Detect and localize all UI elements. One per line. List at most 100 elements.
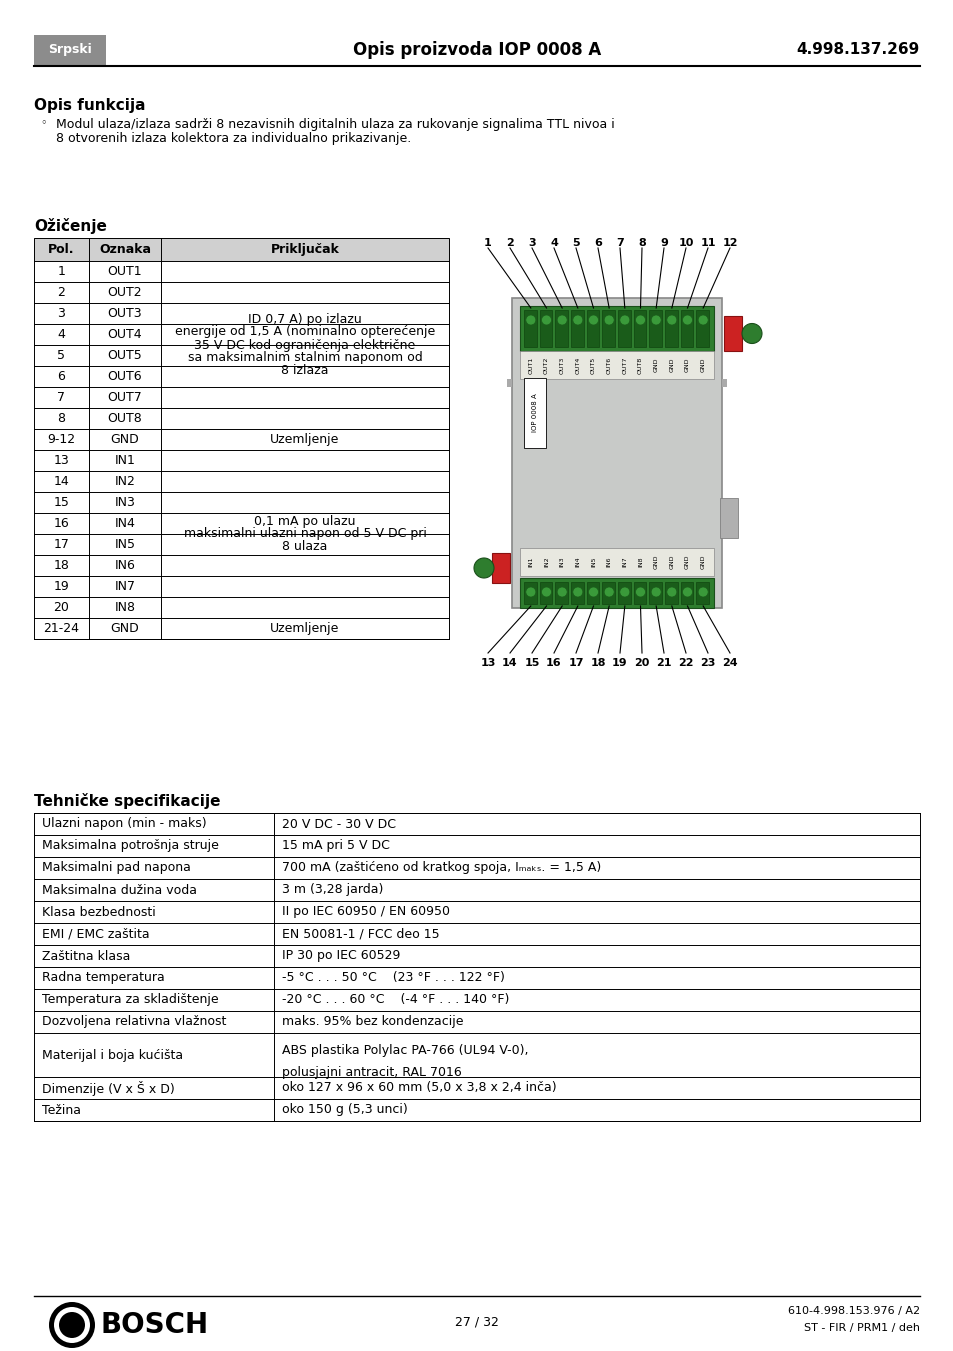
Text: GND: GND: [684, 358, 689, 373]
Text: 1: 1: [57, 265, 66, 278]
Bar: [519, 578, 713, 608]
Circle shape: [651, 315, 660, 326]
Text: 9-12: 9-12: [48, 434, 75, 446]
Text: OUT6: OUT6: [606, 357, 611, 374]
Text: 21: 21: [656, 658, 671, 667]
Bar: [512, 299, 721, 608]
Text: OUT5: OUT5: [590, 357, 596, 374]
Text: 2: 2: [506, 238, 514, 249]
Text: Maksimalna potrošnja struje: Maksimalna potrošnja struje: [42, 839, 218, 852]
Bar: [633, 309, 645, 347]
Text: 17: 17: [568, 658, 583, 667]
Text: Srpski: Srpski: [48, 43, 91, 57]
Text: OUT2: OUT2: [543, 357, 548, 374]
Bar: [618, 582, 630, 604]
Text: 4: 4: [57, 328, 66, 340]
Text: 3 m (3,28 jarda): 3 m (3,28 jarda): [282, 884, 383, 897]
Text: Opis proizvoda IOP 0008 A: Opis proizvoda IOP 0008 A: [353, 41, 600, 59]
Text: 14: 14: [501, 658, 517, 667]
Bar: [34, 238, 449, 261]
Circle shape: [741, 323, 761, 343]
Text: 18: 18: [590, 658, 605, 667]
Text: 15 mA pri 5 V DC: 15 mA pri 5 V DC: [282, 839, 390, 852]
Text: IN1: IN1: [528, 557, 533, 567]
Text: 15: 15: [53, 496, 70, 509]
Circle shape: [666, 315, 676, 326]
Text: OUT3: OUT3: [108, 307, 142, 320]
Text: 18: 18: [53, 559, 70, 571]
Text: Uzemljenje: Uzemljenje: [270, 434, 339, 446]
Text: 7: 7: [616, 238, 623, 249]
Text: IN4: IN4: [114, 517, 135, 530]
Bar: [601, 309, 615, 347]
Circle shape: [603, 315, 614, 326]
Text: EN 50081-1 / FCC deo 15: EN 50081-1 / FCC deo 15: [282, 928, 439, 940]
Text: 4.998.137.269: 4.998.137.269: [796, 42, 919, 58]
Text: 19: 19: [53, 580, 70, 593]
Text: 17: 17: [53, 538, 70, 551]
Circle shape: [666, 586, 676, 597]
Text: Modul ulaza/izlaza sadrži 8 nezavisnih digitalnih ulaza za rukovanje signalima T: Modul ulaza/izlaza sadrži 8 nezavisnih d…: [56, 118, 614, 131]
Text: IN4: IN4: [575, 557, 579, 567]
Text: OUT8: OUT8: [108, 412, 142, 426]
Bar: [555, 309, 567, 347]
Text: Dozvoljena relativna vlažnost: Dozvoljena relativna vlažnost: [42, 1016, 226, 1028]
Text: polusjajni antracit, RAL 7016: polusjajni antracit, RAL 7016: [282, 1066, 461, 1079]
Text: Ožičenje: Ožičenje: [34, 218, 107, 234]
Text: 19: 19: [612, 658, 627, 667]
Text: 23: 23: [700, 658, 715, 667]
Text: 700 mA (zaštićeno od kratkog spoja, Iₘₐₖₛ. = 1,5 A): 700 mA (zaštićeno od kratkog spoja, Iₘₐₖ…: [282, 862, 600, 874]
Text: energije od 1,5 A (nominalno opterećenje: energije od 1,5 A (nominalno opterećenje: [174, 326, 435, 339]
Text: OUT4: OUT4: [108, 328, 142, 340]
Circle shape: [59, 1312, 85, 1337]
Circle shape: [698, 586, 707, 597]
Text: oko 150 g (5,3 unci): oko 150 g (5,3 unci): [282, 1104, 407, 1116]
Text: Pol.: Pol.: [49, 243, 74, 255]
Text: Maksimalna dužina voda: Maksimalna dužina voda: [42, 884, 196, 897]
Bar: [586, 582, 598, 604]
Text: OUT7: OUT7: [108, 390, 142, 404]
Text: Klasa bezbednosti: Klasa bezbednosti: [42, 905, 155, 919]
Bar: [34, 813, 919, 1121]
Text: ST - FIR / PRM1 / deh: ST - FIR / PRM1 / deh: [803, 1323, 919, 1333]
Text: IN5: IN5: [590, 557, 596, 567]
Text: OUT2: OUT2: [108, 286, 142, 299]
Text: IP 30 po IEC 60529: IP 30 po IEC 60529: [282, 950, 400, 962]
Text: 610-4.998.153.976 / A2: 610-4.998.153.976 / A2: [787, 1306, 919, 1316]
Text: 8 ulaza: 8 ulaza: [282, 540, 327, 554]
Bar: [720, 499, 738, 538]
Circle shape: [681, 315, 692, 326]
Text: 8: 8: [638, 238, 645, 249]
Text: OUT6: OUT6: [108, 370, 142, 382]
Text: ABS plastika Polylac PA-766 (UL94 V-0),: ABS plastika Polylac PA-766 (UL94 V-0),: [282, 1044, 528, 1056]
Bar: [586, 309, 598, 347]
Text: 15: 15: [524, 658, 539, 667]
Circle shape: [588, 586, 598, 597]
Text: GND: GND: [669, 358, 674, 373]
Bar: [649, 582, 661, 604]
Text: Težina: Težina: [42, 1104, 81, 1116]
Text: 21-24: 21-24: [44, 621, 79, 635]
Text: 11: 11: [700, 238, 715, 249]
Text: IN5: IN5: [114, 538, 135, 551]
Text: -5 °C . . . 50 °C    (23 °F . . . 122 °F): -5 °C . . . 50 °C (23 °F . . . 122 °F): [282, 971, 504, 985]
Circle shape: [635, 315, 645, 326]
Bar: [723, 316, 741, 351]
Text: IN6: IN6: [114, 559, 135, 571]
Text: 24: 24: [721, 658, 737, 667]
Text: OUT3: OUT3: [559, 357, 564, 374]
Text: IOP 0008 A: IOP 0008 A: [532, 393, 537, 432]
Bar: [519, 305, 713, 351]
Bar: [34, 35, 106, 65]
Text: Dimenzije (V x Š x D): Dimenzije (V x Š x D): [42, 1081, 174, 1096]
Text: 6: 6: [594, 238, 601, 249]
Circle shape: [603, 586, 614, 597]
Text: IN3: IN3: [559, 557, 564, 567]
Bar: [34, 238, 449, 639]
Text: Zaštitna klasa: Zaštitna klasa: [42, 950, 131, 962]
Text: Opis funkcija: Opis funkcija: [34, 99, 146, 113]
Text: 0,1 mA po ulazu: 0,1 mA po ulazu: [254, 515, 355, 527]
Text: Temperatura za skladištenje: Temperatura za skladištenje: [42, 993, 218, 1006]
Circle shape: [557, 315, 567, 326]
Text: GND: GND: [653, 358, 658, 373]
